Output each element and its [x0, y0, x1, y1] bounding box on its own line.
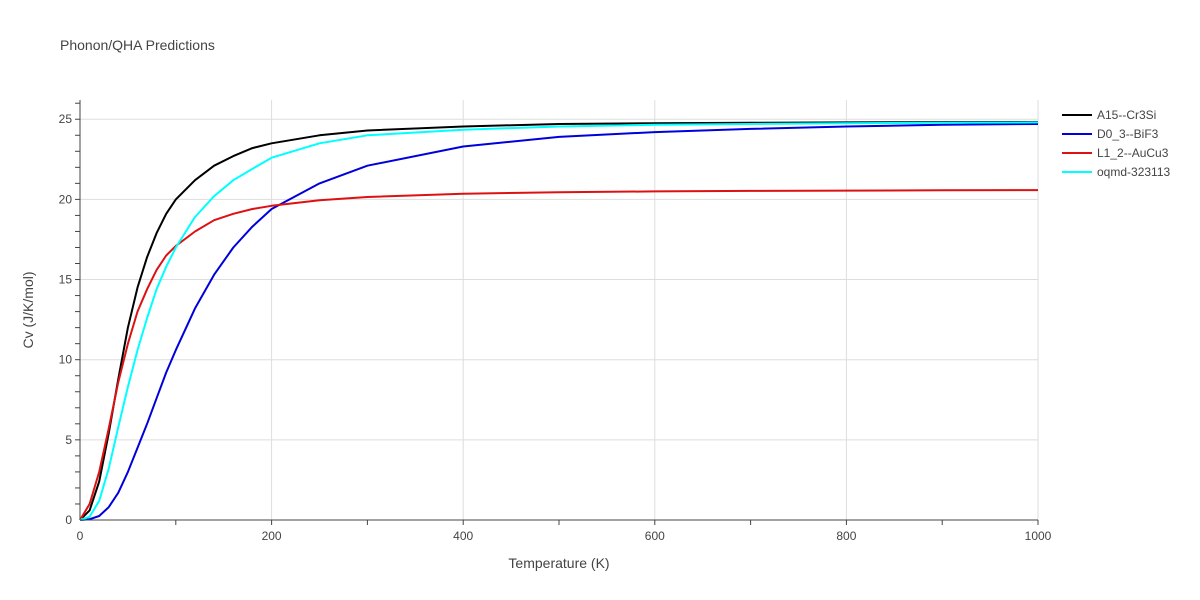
y-tick-label: 10 [59, 353, 73, 367]
y-axis-title: Cv (J/K/mol) [20, 272, 36, 349]
x-tick-label: 1000 [1025, 529, 1052, 543]
x-tick-label: 200 [262, 529, 282, 543]
y-tick-label: 5 [65, 433, 72, 447]
x-tick-label: 0 [77, 529, 84, 543]
legend[interactable]: A15--Cr3Si D0_3--BiF3 L1_2--AuCu3 oqmd-3231… [1062, 108, 1170, 179]
y-tick-labels: 0 5 10 15 20 25 [59, 112, 73, 527]
y-tick-label: 15 [59, 273, 73, 287]
series-line [79, 121, 1039, 521]
x-tick-label: 600 [645, 529, 665, 543]
y-tick-label: 25 [59, 112, 73, 126]
series-line [79, 121, 1039, 521]
x-tick-label: 800 [836, 529, 856, 543]
x-tick-label: 400 [453, 529, 473, 543]
legend-label[interactable]: oqmd-323113 [1097, 165, 1170, 179]
y-tick-label: 0 [65, 513, 72, 527]
legend-label[interactable]: D0_3--BiF3 [1097, 127, 1159, 141]
series-line [79, 123, 1039, 521]
grid [80, 100, 1039, 520]
chart-title: Phonon/QHA Predictions [60, 37, 215, 53]
series-lines [79, 121, 1039, 521]
x-axis-title: Temperature (K) [508, 555, 609, 571]
minor-ticks [75, 102, 1039, 525]
legend-label[interactable]: L1_2--AuCu3 [1097, 146, 1169, 160]
series-line [79, 189, 1039, 521]
legend-label[interactable]: A15--Cr3Si [1097, 108, 1156, 122]
x-tick-labels: 0 200 400 600 800 1000 [77, 529, 1052, 543]
y-tick-label: 20 [59, 192, 73, 206]
